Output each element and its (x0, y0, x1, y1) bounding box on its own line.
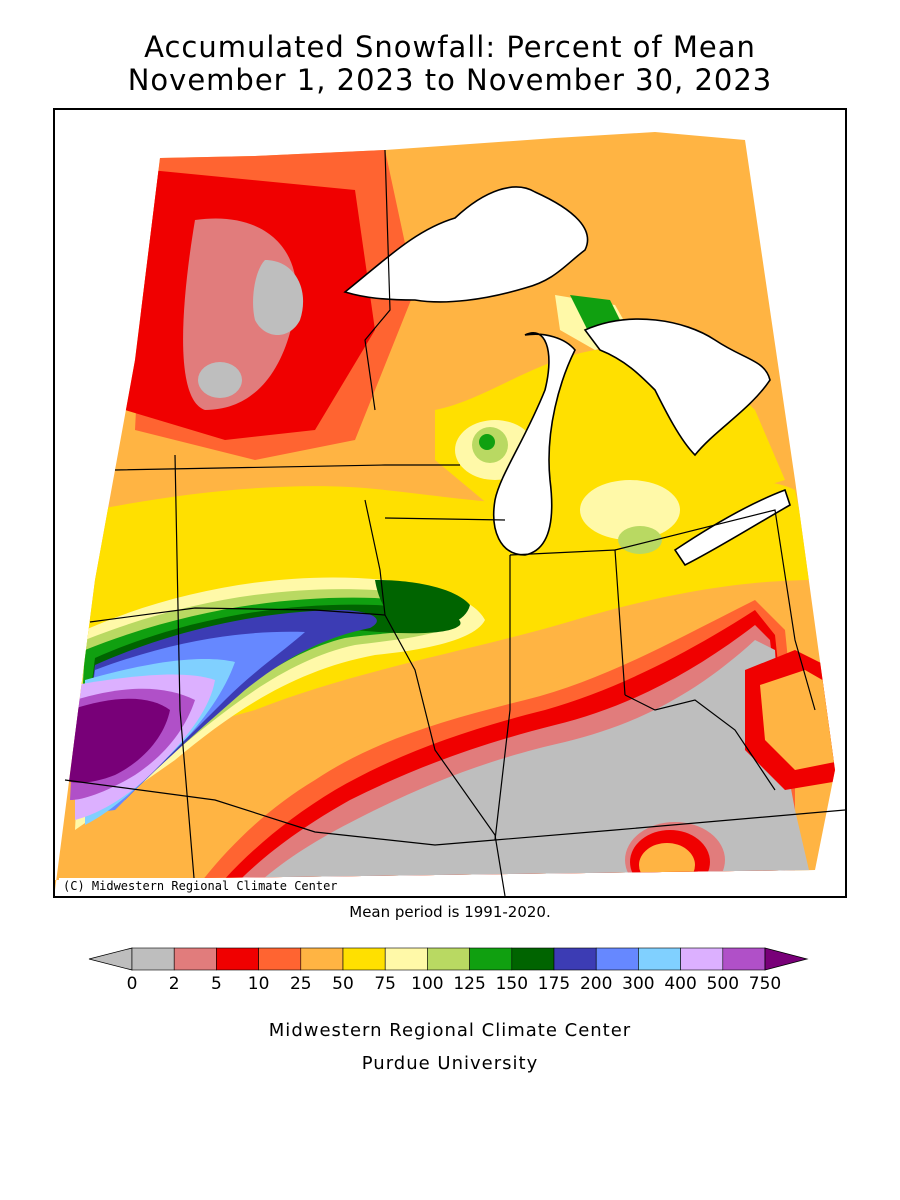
legend-swatch (680, 947, 724, 971)
color-legend (88, 947, 809, 971)
legend-tick-label: 50 (332, 974, 354, 994)
legend-tick-label: 5 (210, 974, 222, 994)
legend-swatch (427, 947, 470, 971)
map-canvas (55, 132, 845, 896)
legend-swatch (216, 947, 259, 971)
mean-period-note: Mean period is 1991-2020. (349, 903, 551, 921)
lake-erie (673, 488, 791, 567)
legend-tick-label: 0 (126, 974, 138, 994)
state-borders (64, 149, 845, 896)
legend-swatch (131, 947, 175, 971)
legend-tick-label: 200 (579, 974, 613, 994)
legend-swatch (722, 947, 766, 971)
legend-tick-label: 750 (748, 974, 782, 994)
legend-tick-label: 75 (374, 974, 397, 994)
map-title-line2: November 1, 2023 to November 30, 2023 (127, 63, 773, 97)
legend-tick-label: 400 (664, 974, 697, 994)
legend-swatch (638, 947, 681, 971)
lake-superior (343, 186, 589, 303)
legend-tick-label: 300 (622, 974, 655, 994)
great-lakes (343, 186, 791, 567)
lake-michigan (493, 332, 576, 556)
snowfall-map: (C) Midwestern Regional Climate Center (53, 108, 847, 898)
legend-swatch (300, 947, 344, 971)
legend-tick-label: 125 (453, 974, 486, 994)
legend-swatch (511, 947, 555, 971)
legend-swatch (342, 947, 386, 971)
legend-tick-label: 175 (537, 974, 571, 994)
copyright-label: (C) Midwestern Regional Climate Center (59, 878, 342, 894)
legend-tick-label: 25 (289, 974, 312, 994)
legend-swatch (258, 947, 302, 971)
legend-swatch (595, 947, 639, 971)
legend-tick-labels: 0 2 5 10 25 50 75 100 125 150 175 200 300 400 500 750 (0, 974, 900, 998)
legend-swatch (173, 947, 217, 971)
legend-swatch (469, 947, 513, 971)
legend-tick-label: 10 (247, 974, 270, 994)
legend-tick-label: 100 (411, 974, 444, 994)
legend-under-arrow (88, 947, 133, 971)
legend-over-arrow (764, 947, 809, 971)
legend-tick-label: 150 (495, 974, 529, 994)
legend-swatch (553, 947, 597, 971)
footer-org-name: Midwestern Regional Climate Center (268, 1020, 632, 1041)
legend-tick-label: 2 (168, 974, 180, 994)
lake-huron (583, 318, 771, 457)
legend-swatch (384, 947, 428, 971)
map-title-line1: Accumulated Snowfall: Percent of Mean (144, 30, 756, 64)
legend-tick-label: 500 (706, 974, 740, 994)
footer-university: Purdue University (361, 1053, 539, 1074)
